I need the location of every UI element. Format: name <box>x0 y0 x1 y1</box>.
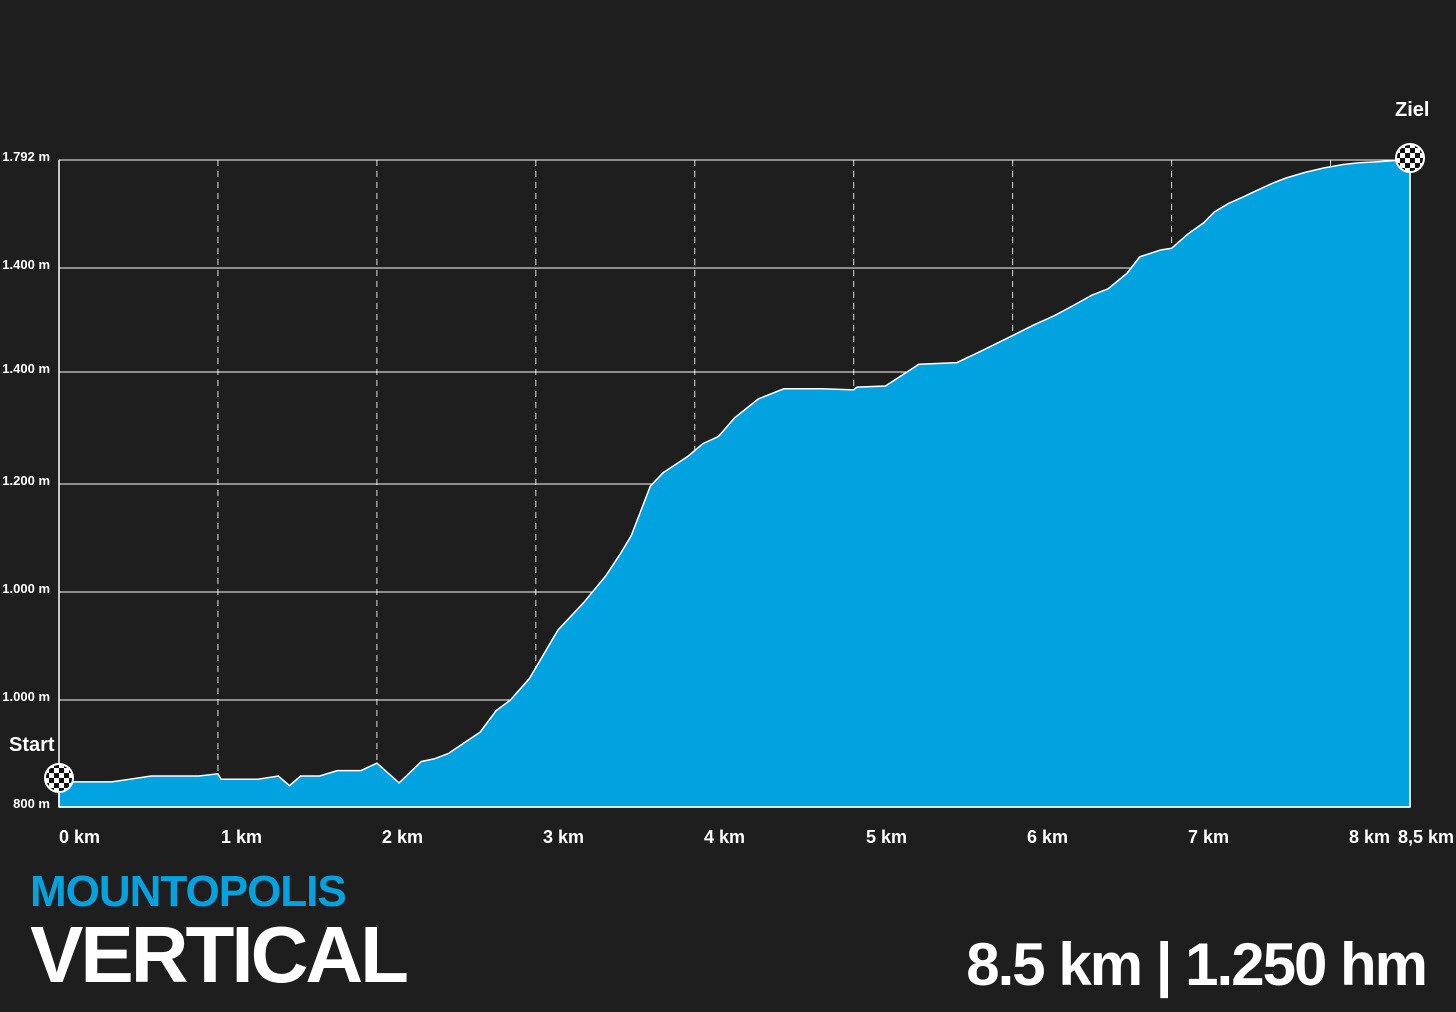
x-tick-label: 6 km <box>1027 827 1068 847</box>
y-tick-label: 1.000 m <box>2 581 50 596</box>
finish-flag-icon <box>1395 143 1425 173</box>
y-tick-labels: 800 m 1.000 m 1.000 m 1.200 m 1.400 m 1.400 m… <box>2 149 50 811</box>
finish-label: Ziel <box>1395 99 1429 121</box>
x-tick-label: 2 km <box>382 827 423 847</box>
y-tick-label: 1.400 m <box>2 361 50 376</box>
y-tick-label: 1.400 m <box>2 257 50 272</box>
x-tick-label: 0 km <box>59 827 100 847</box>
x-tick-label: 8,5 km <box>1398 827 1454 847</box>
elevation-chart: 800 m 1.000 m 1.000 m 1.200 m 1.400 m 1.400 m… <box>2 99 1454 847</box>
brand-name: MOUNTOPOLIS <box>30 867 347 916</box>
x-tick-labels: 0 km 1 km 2 km 3 km 4 km 5 km 6 km 7 km 8 km 8,5 … <box>59 827 1454 847</box>
x-tick-label: 3 km <box>543 827 584 847</box>
route-stats: 8.5 km | 1.250 hm <box>966 931 1428 998</box>
start-flag-icon <box>44 763 74 793</box>
y-tick-label: 1.792 m <box>2 149 50 164</box>
chart-axes <box>58 160 1411 808</box>
brand-subtitle: VERTICAL <box>30 910 409 999</box>
route-markers: Start Ziel <box>9 99 1429 793</box>
x-tick-label: 8 km <box>1349 827 1390 847</box>
x-tick-label: 7 km <box>1188 827 1229 847</box>
y-tick-label: 1.200 m <box>2 473 50 488</box>
x-tick-label: 5 km <box>866 827 907 847</box>
x-tick-label: 4 km <box>704 827 745 847</box>
start-label: Start <box>9 734 55 756</box>
y-tick-label: 800 m <box>13 796 50 811</box>
y-tick-label: 1.000 m <box>2 689 50 704</box>
x-tick-label: 1 km <box>221 827 262 847</box>
elevation-area <box>58 159 1411 808</box>
